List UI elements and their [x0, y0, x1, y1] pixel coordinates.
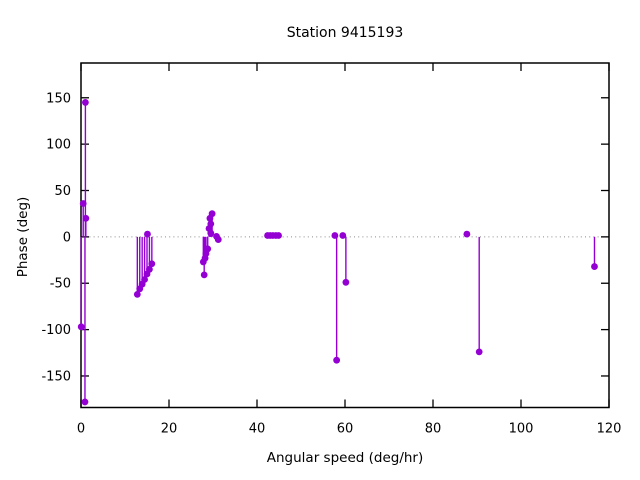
data-point	[463, 230, 471, 238]
data-point	[207, 220, 215, 228]
data-point	[475, 348, 483, 356]
data-point	[144, 230, 151, 238]
data-point	[148, 260, 156, 268]
data-point	[133, 290, 141, 298]
data-point	[207, 229, 215, 237]
y-tick-label: 100	[46, 138, 71, 153]
x-tick-label: 120	[597, 422, 622, 437]
data-point	[333, 356, 341, 364]
data-point	[331, 232, 339, 239]
y-tick-label: -50	[50, 277, 71, 292]
y-axis-label: Phase (deg)	[15, 196, 31, 278]
chart-title: Station 9415193	[286, 25, 404, 41]
data-point	[342, 278, 350, 286]
x-tick-label: 60	[337, 422, 354, 437]
data-point	[339, 232, 347, 239]
data-point	[82, 99, 89, 106]
data-point	[591, 263, 598, 270]
data-point	[204, 245, 212, 253]
x-tick-label: 40	[249, 422, 266, 437]
data-point	[146, 265, 153, 273]
data-point	[79, 200, 87, 207]
x-tick-label: 0	[77, 422, 85, 437]
x-axis-label: Angular speed (deg/hr)	[266, 450, 424, 466]
data-point	[200, 271, 208, 279]
data-point	[77, 323, 85, 331]
y-tick-label: -150	[41, 369, 71, 384]
x-tick-label: 20	[161, 422, 178, 437]
y-tick-label: 150	[46, 91, 71, 106]
data-point	[141, 276, 148, 283]
data-point	[81, 398, 89, 406]
data-point	[208, 210, 216, 218]
data-point	[82, 214, 90, 222]
data-point	[214, 236, 222, 244]
y-tick-label: -100	[41, 323, 71, 338]
plot-border	[80, 62, 610, 409]
y-tick-label: 0	[63, 230, 71, 245]
x-tick-label: 100	[509, 422, 534, 437]
y-tick-label: 50	[54, 184, 71, 199]
data-point	[275, 232, 282, 239]
x-tick-label: 80	[425, 422, 442, 437]
